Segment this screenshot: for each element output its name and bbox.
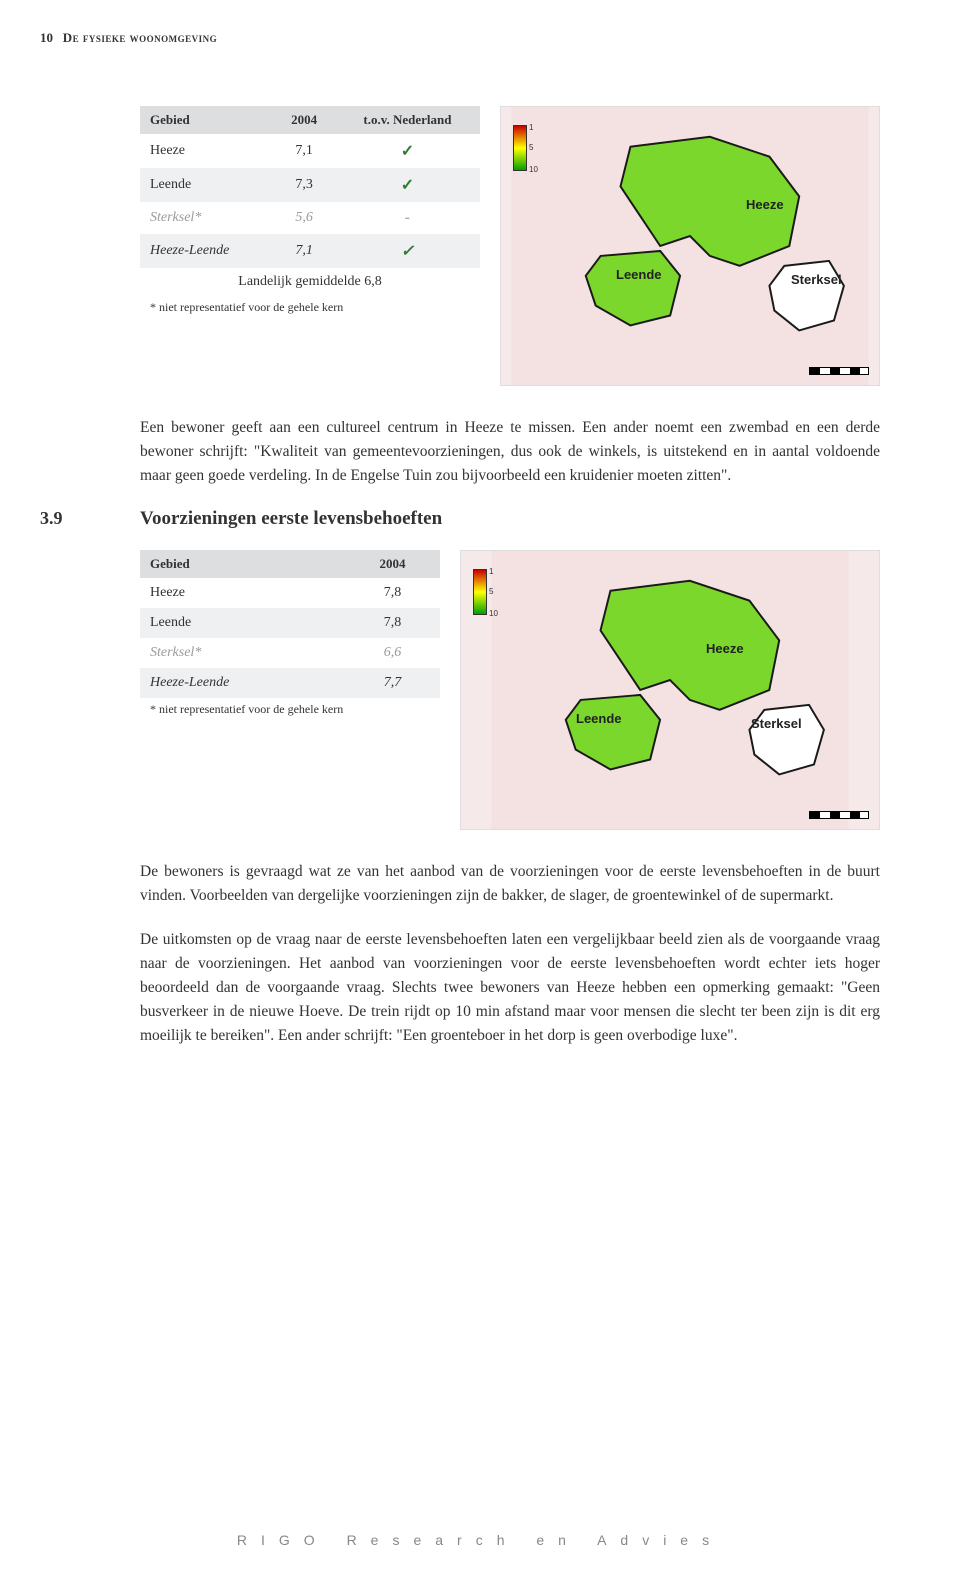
table-row: Sterksel*5,6- bbox=[140, 202, 480, 234]
cell-value: 7,1 bbox=[273, 234, 335, 268]
table-row: Heeze7,8 bbox=[140, 578, 440, 608]
paragraph-1: Een bewoner geeft aan een cultureel cent… bbox=[140, 416, 880, 488]
table-row: Heeze7,1✓ bbox=[140, 134, 480, 168]
legend-top-2: 1 bbox=[489, 567, 493, 576]
map-label: Leende bbox=[576, 711, 622, 726]
cell-area: Heeze bbox=[140, 578, 345, 608]
cell-area: Leende bbox=[140, 608, 345, 638]
cell-value: 7,8 bbox=[345, 608, 440, 638]
map-svg-2 bbox=[461, 551, 879, 829]
cell-value: 6,6 bbox=[345, 638, 440, 668]
paragraph-3: De uitkomsten op de vraag naar de eerste… bbox=[140, 928, 880, 1048]
map-2: 1 5 10 Heeze Leende Sterksel bbox=[460, 550, 880, 830]
map-1: 1 5 10 Heeze Leende Sterksel bbox=[500, 106, 880, 386]
cell-mark: ✓ bbox=[335, 134, 480, 168]
cell-area: Leende bbox=[140, 168, 273, 202]
cell-mark: ✓ bbox=[335, 234, 480, 268]
cell-mark: ✓ bbox=[335, 168, 480, 202]
legend-mid-2: 5 bbox=[489, 587, 493, 596]
legend-bar-2 bbox=[473, 569, 487, 615]
table-row: Heeze-Leende7,7 bbox=[140, 668, 440, 698]
map-label: Sterksel bbox=[751, 716, 802, 731]
page-number: 10 bbox=[40, 30, 53, 45]
section-number: 3.9 bbox=[40, 508, 140, 529]
legend-top: 1 bbox=[529, 123, 533, 132]
map-label: Sterksel bbox=[791, 272, 842, 287]
t1-footnote: * niet representatief voor de gehele ker… bbox=[140, 296, 480, 319]
paragraph-2: De bewoners is gevraagd wat ze van het a… bbox=[140, 860, 880, 908]
cell-value: 7,7 bbox=[345, 668, 440, 698]
cell-value: 7,8 bbox=[345, 578, 440, 608]
table-row: Leende7,8 bbox=[140, 608, 440, 638]
t1-col-compare: t.o.v. Nederland bbox=[335, 106, 480, 134]
t2-col-year: 2004 bbox=[345, 550, 440, 578]
map-svg bbox=[501, 107, 879, 385]
cell-area: Sterksel* bbox=[140, 638, 345, 668]
cell-value: 5,6 bbox=[273, 202, 335, 234]
map-label: Heeze bbox=[746, 197, 784, 212]
cell-area: Heeze-Leende bbox=[140, 234, 273, 268]
cell-mark: - bbox=[335, 202, 480, 234]
t1-avg: Landelijk gemiddelde 6,8 bbox=[140, 268, 480, 296]
header-title: De fysieke woonomgeving bbox=[63, 30, 217, 45]
legend-mid: 5 bbox=[529, 143, 533, 152]
table-row: Leende7,3✓ bbox=[140, 168, 480, 202]
map-label: Leende bbox=[616, 267, 662, 282]
legend-bar bbox=[513, 125, 527, 171]
cell-value: 7,3 bbox=[273, 168, 335, 202]
t2-footnote: * niet representatief voor de gehele ker… bbox=[140, 698, 440, 721]
table-2: Gebied 2004 Heeze7,8Leende7,8Sterksel*6,… bbox=[140, 550, 440, 830]
legend-bot: 10 bbox=[529, 165, 538, 174]
cell-area: Sterksel* bbox=[140, 202, 273, 234]
page-header: 10 De fysieke woonomgeving bbox=[40, 30, 880, 46]
scale-bar bbox=[809, 367, 869, 375]
t1-col-year: 2004 bbox=[273, 106, 335, 134]
table-row: Heeze-Leende7,1✓ bbox=[140, 234, 480, 268]
t2-col-area: Gebied bbox=[140, 550, 345, 578]
footer: RIGO Research en Advies bbox=[0, 1532, 960, 1548]
section-title: Voorzieningen eerste levensbehoeften bbox=[140, 508, 442, 530]
cell-value: 7,1 bbox=[273, 134, 335, 168]
table-row: Sterksel*6,6 bbox=[140, 638, 440, 668]
cell-area: Heeze bbox=[140, 134, 273, 168]
map-label: Heeze bbox=[706, 641, 744, 656]
t1-col-area: Gebied bbox=[140, 106, 273, 134]
cell-area: Heeze-Leende bbox=[140, 668, 345, 698]
legend-bot-2: 10 bbox=[489, 609, 498, 618]
table-1: Gebied 2004 t.o.v. Nederland Heeze7,1✓Le… bbox=[140, 106, 480, 386]
scale-bar-2 bbox=[809, 811, 869, 819]
